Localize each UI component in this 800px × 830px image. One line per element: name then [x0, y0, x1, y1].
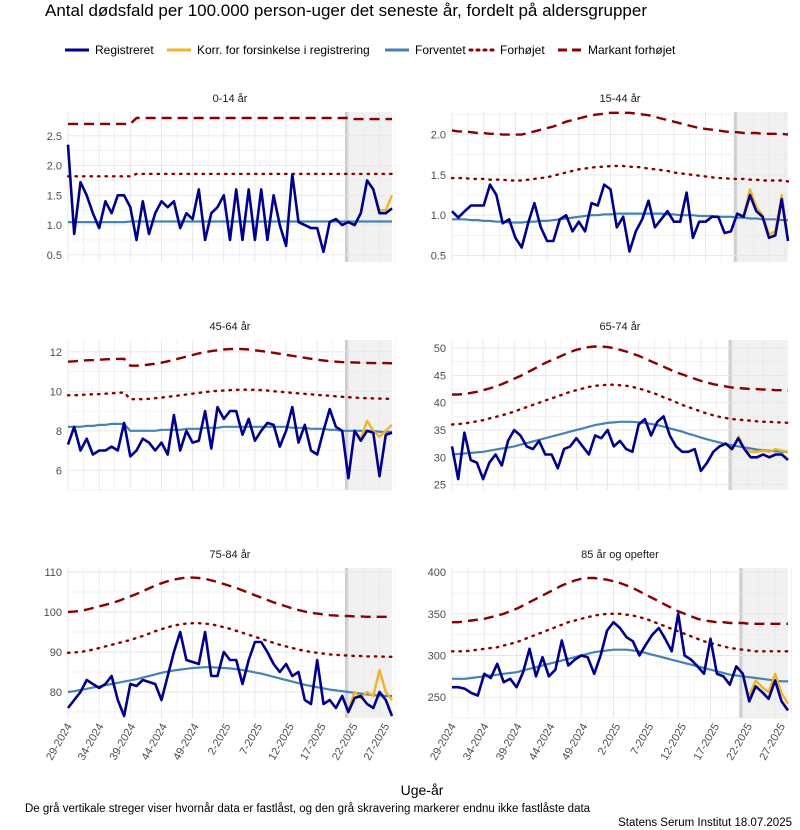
series-forventet	[68, 422, 392, 433]
series-group	[66, 576, 394, 718]
legend-label-3: Forhøjet	[500, 43, 545, 57]
legend-label-0: Registreret	[95, 43, 154, 57]
series-group	[450, 345, 790, 481]
legend-item-3: Forhøjet	[468, 43, 545, 57]
series-markant-forhoejet	[67, 576, 392, 618]
y-tick-label: 6	[56, 465, 62, 477]
series-markant-forhoejet	[452, 345, 789, 396]
panel-title: 65-74 år	[600, 321, 641, 333]
legend-label-4: Markant forhøjet	[588, 43, 676, 57]
panel-title: 0-14 år	[213, 93, 248, 105]
series-markant-forhoejet	[451, 111, 789, 136]
y-tick-label: 10	[50, 386, 62, 398]
y-tick-label: 2.0	[431, 130, 446, 142]
shaded-region	[735, 112, 788, 262]
series-registreret	[66, 405, 393, 480]
legend-label-2: Forventet	[415, 43, 466, 57]
y-tick-label: 300	[428, 651, 446, 663]
series-markant-forhoejet	[67, 347, 393, 367]
series-forventet	[68, 220, 392, 224]
source-label: Statens Serum Institut 18.07.2025	[618, 817, 792, 829]
panel-1: 15-44 år 0.5 1.0 1.5 2.0	[431, 93, 790, 263]
y-tick-label: 2.5	[47, 131, 62, 143]
y-tick-label: 1.5	[47, 190, 62, 202]
shaded-region	[730, 340, 788, 490]
y-tick-label: 0.5	[47, 250, 62, 262]
series-forventet	[452, 212, 788, 224]
panel-title: 15-44 år	[600, 93, 641, 105]
x-axis-label: Uge-år	[401, 782, 444, 798]
panel-2: 45-64 år 6 8 10 12	[50, 321, 396, 491]
legend: Registreret Korr. for forsinkelse i regis…	[65, 43, 676, 57]
series-group	[450, 111, 790, 253]
y-tick-label: 1.0	[47, 220, 62, 232]
series-group	[66, 116, 394, 254]
series-korrigeret	[748, 672, 790, 705]
series-forventet	[67, 666, 392, 698]
y-tick-label: 400	[428, 567, 446, 579]
panel-0: 0-14 år 0.5 1.0 1.5 2.0 2.5	[47, 93, 396, 262]
series-group	[66, 347, 394, 480]
y-tick-label: 30	[434, 452, 446, 464]
y-tick-label: 100	[44, 607, 62, 619]
series-registreret	[452, 612, 790, 712]
series-registreret	[450, 415, 789, 481]
y-tick-label: 25	[434, 480, 446, 492]
legend-item-4: Markant forhøjet	[558, 43, 676, 57]
shaded-region	[346, 340, 392, 490]
y-tick-label: 2.0	[47, 161, 62, 173]
series-registreret	[66, 630, 394, 718]
shaded-region	[346, 112, 392, 262]
y-tick-label: 12	[50, 347, 62, 359]
y-tick-label: 50	[434, 343, 446, 355]
series-forhoejet	[66, 622, 394, 658]
series-korrigeret	[347, 668, 393, 711]
y-tick-label: 0.5	[431, 251, 446, 263]
panel-title: 85 år og opefter	[581, 549, 659, 561]
y-tick-label: 80	[50, 687, 62, 699]
series-markant-forhoejet	[452, 576, 788, 625]
series-forhoejet	[450, 383, 790, 426]
footnote: De grå vertikale streger viser hvornår d…	[25, 803, 591, 815]
panel-title: 45-64 år	[210, 321, 251, 333]
y-tick-label: 40	[434, 398, 446, 410]
y-tick-label: 90	[50, 647, 62, 659]
series-registreret	[66, 144, 393, 254]
series-forhoejet	[66, 172, 394, 178]
y-tick-label: 1.5	[431, 170, 446, 182]
y-tick-label: 110	[44, 567, 62, 579]
chart-title: Antal dødsfald per 100.000 person-uger d…	[45, 1, 647, 20]
series-forhoejet	[66, 388, 394, 401]
panel-3: 65-74 år 25 30 35 40 45 50	[434, 321, 790, 492]
y-tick-label: 8	[56, 426, 62, 438]
series-markant-forhoejet	[68, 116, 392, 126]
legend-item-0: Registreret	[65, 43, 154, 57]
y-tick-label: 35	[434, 425, 446, 437]
panel-title: 75-84 år	[210, 549, 251, 561]
series-forhoejet	[450, 612, 790, 653]
series-forventet	[451, 420, 788, 456]
series-group	[450, 576, 790, 712]
legend-item-1: Korr. for forsinkelse i registrering	[167, 43, 370, 57]
legend-label-1: Korr. for forsinkelse i registrering	[197, 43, 370, 57]
y-tick-label: 1.0	[431, 210, 446, 222]
series-registreret	[451, 183, 790, 253]
y-tick-label: 45	[434, 370, 446, 382]
y-tick-label: 350	[428, 609, 446, 621]
y-tick-label: 250	[428, 692, 446, 704]
legend-item-2: Forventet	[385, 43, 466, 57]
